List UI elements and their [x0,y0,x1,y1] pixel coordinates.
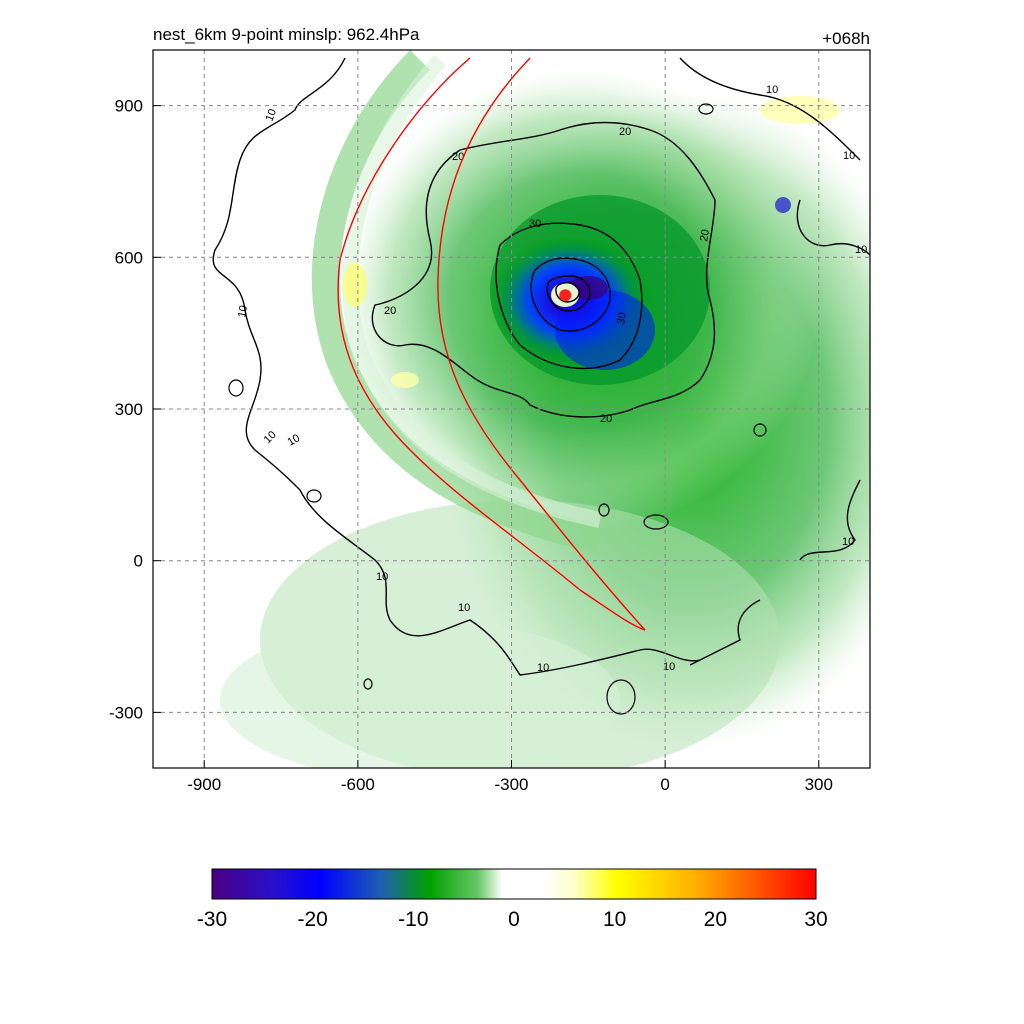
colorbar-tick-label: 0 [508,908,520,931]
contour-label: 20 [698,228,712,242]
y-tick-label: 300 [115,400,143,419]
contour-labels: 10 10 10 10 10 10 10 10 10 10 10 10 20 2… [236,84,867,674]
colorbar-tick-label: -20 [297,908,327,931]
contour-label: 10 [537,662,549,674]
contour-label: 10 [766,84,778,96]
contour-label: 10 [264,107,279,123]
shaded-field [220,50,870,768]
y-axis: 900 600 300 0 -300 [109,97,161,722]
contour-blobs [228,103,767,715]
contour-label: 10 [843,150,855,162]
x-tick-label: 300 [805,775,833,794]
contour-label: 20 [600,413,612,425]
colorbar-tick-label: 10 [603,908,626,931]
contour-label: 20 [384,305,396,317]
colorbar-tick-label: -30 [197,908,227,931]
contour-lines [212,57,870,676]
contour-label: 20 [452,151,464,163]
contour-label: 20 [619,126,631,138]
colorbar-tick-label: -10 [398,908,428,931]
x-tick-label: -600 [341,775,375,794]
x-tick-label: 0 [660,775,669,794]
colorbar-ticks: -30 -20 -10 0 10 20 30 [197,908,828,931]
contour-label: 30 [529,218,541,230]
storm-center-marker [559,289,572,302]
contour-label: 10 [842,536,854,548]
x-axis: -900 -600 -300 0 300 [187,760,833,794]
chart-title: nest_6km 9-point minslp: 962.4hPa [153,25,420,44]
x-tick-label: -300 [494,775,528,794]
contour-label: 30 [615,311,629,325]
contour-label: 10 [663,661,675,673]
contour-label: 10 [236,304,250,318]
contour-label: 10 [376,571,388,583]
colorbar-tick-label: 20 [704,908,727,931]
colorbar-tick-label: 30 [804,908,827,931]
y-tick-label: 600 [115,248,143,267]
contour-label: 10 [458,602,470,614]
forecast-hour: +068h [822,29,870,48]
colorbar [211,868,817,900]
y-tick-label: -300 [109,703,143,722]
contour-label: 10 [855,244,867,256]
y-tick-label: 900 [115,97,143,116]
contour-label: 10 [286,432,303,449]
y-tick-label: 0 [134,552,143,571]
x-tick-label: -900 [187,775,221,794]
track-lines [337,57,646,631]
